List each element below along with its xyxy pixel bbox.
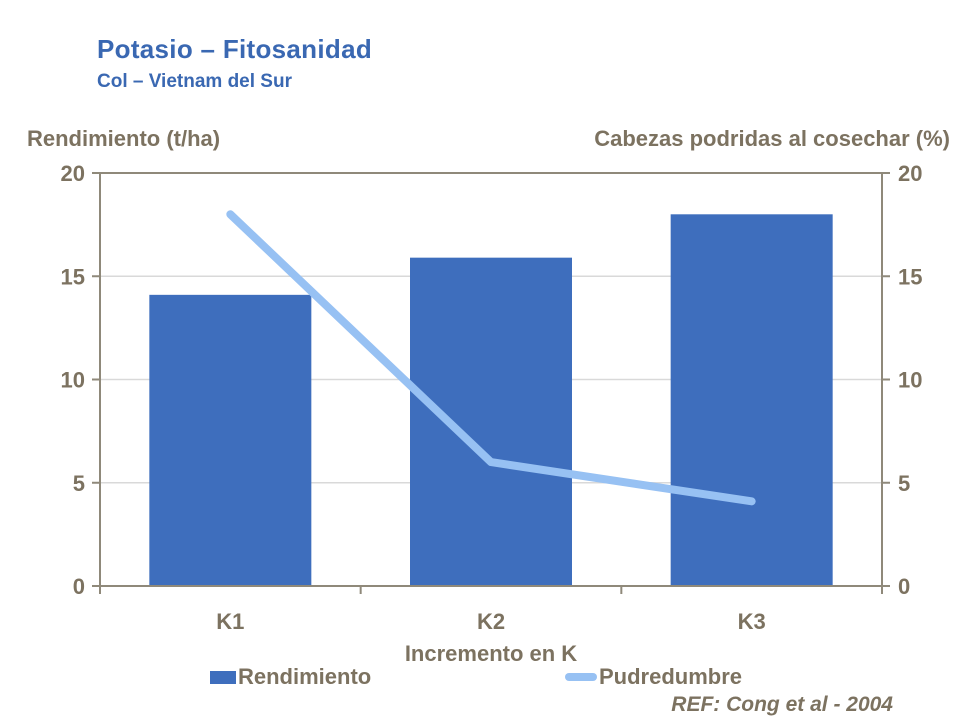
bar-swatch-icon xyxy=(210,670,236,684)
y-tick-label-left-15: 15 xyxy=(61,264,85,289)
right-axis-title: Cabezas podridas al cosechar (%) xyxy=(594,126,950,151)
left-axis-title: Rendimiento (t/ha) xyxy=(27,126,221,151)
y-tick-label-right-5: 5 xyxy=(898,471,910,496)
y-tick-label-right-0: 0 xyxy=(898,574,910,599)
reference-citation: REF: Cong et al - 2004 xyxy=(671,693,893,716)
y-tick-label-left-20: 20 xyxy=(61,161,85,186)
y-tick-label-right-15: 15 xyxy=(898,264,922,289)
y-tick-label-right-10: 10 xyxy=(898,368,922,393)
legend-item-pudredumbre: Pudredumbre xyxy=(565,664,742,690)
x-category-label-K1: K1 xyxy=(216,609,244,634)
line-swatch-icon xyxy=(565,673,597,681)
slide-subtitle: Col – Vietnam del Sur xyxy=(97,71,292,92)
legend-label-pudredumbre: Pudredumbre xyxy=(599,664,743,689)
bar-K2 xyxy=(410,257,572,586)
y-tick-label-left-0: 0 xyxy=(73,574,85,599)
x-axis-title: Incremento en K xyxy=(404,641,578,666)
legend-item-rendimiento: Rendimiento xyxy=(210,664,371,690)
bar-K1 xyxy=(149,294,312,586)
slide-title: Potasio – Fitosanidad xyxy=(97,34,373,64)
x-category-label-K2: K2 xyxy=(477,609,505,634)
y-tick-label-left-5: 5 xyxy=(73,471,85,496)
y-tick-label-right-20: 20 xyxy=(898,161,922,186)
y-tick-label-left-10: 10 xyxy=(61,368,85,393)
x-category-label-K3: K3 xyxy=(738,609,766,634)
legend-label-rendimiento: Rendimiento xyxy=(238,664,372,689)
line-pudredumbre xyxy=(226,210,756,506)
bar-K3 xyxy=(670,214,833,587)
